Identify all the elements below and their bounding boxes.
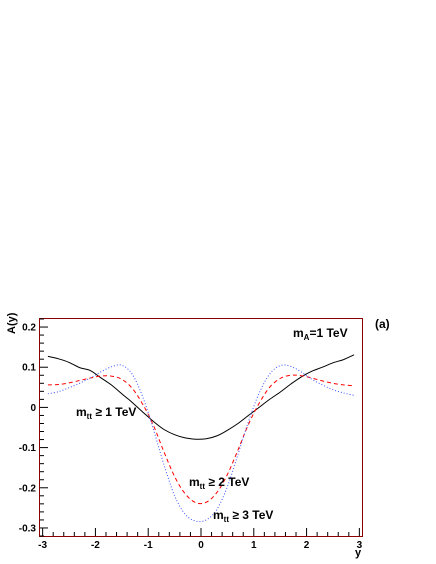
series-lines	[47, 354, 355, 523]
x-tick-label: -1	[144, 540, 153, 551]
y-tick-label: 0	[30, 403, 36, 414]
x-tick-label: 1	[251, 540, 257, 551]
y-axis-label: A(y)	[6, 312, 18, 334]
y-tick-label: -0.2	[19, 483, 37, 494]
annotation-cut-2tev: mtt ≥ 2 TeV	[189, 475, 249, 491]
y-tick-label: 0.1	[22, 363, 36, 374]
x-tick-label: 3	[357, 540, 363, 551]
x-tick-label: 2	[304, 540, 310, 551]
annotation-cut-1tev: mtt ≥ 1 TeV	[76, 405, 136, 421]
x-tick-label: -3	[38, 540, 47, 551]
series-line-cut1	[47, 354, 355, 440]
y-tick-labels: -0.3 -0.2 -0.1 0 0.1 0.2	[19, 323, 37, 535]
x-axis-label: y	[355, 547, 362, 559]
panel-label: (a)	[375, 317, 390, 331]
y-tick-label: 0.2	[22, 323, 36, 334]
axis-ticks	[40, 318, 360, 537]
plot-frame	[39, 318, 363, 537]
y-tick-label: -0.3	[19, 523, 37, 534]
x-tick-label: -2	[91, 540, 100, 551]
annotation-mass: mA=1 TeV	[293, 326, 348, 342]
annotation-cut-3tev: mtt ≥ 3 TeV	[213, 508, 273, 524]
x-tick-label: 0	[198, 540, 204, 551]
series-line-cut2	[47, 374, 355, 505]
x-tick-labels: -3 -2 -1 0 1 2 3	[38, 540, 362, 551]
y-tick-label: -0.1	[19, 443, 37, 454]
